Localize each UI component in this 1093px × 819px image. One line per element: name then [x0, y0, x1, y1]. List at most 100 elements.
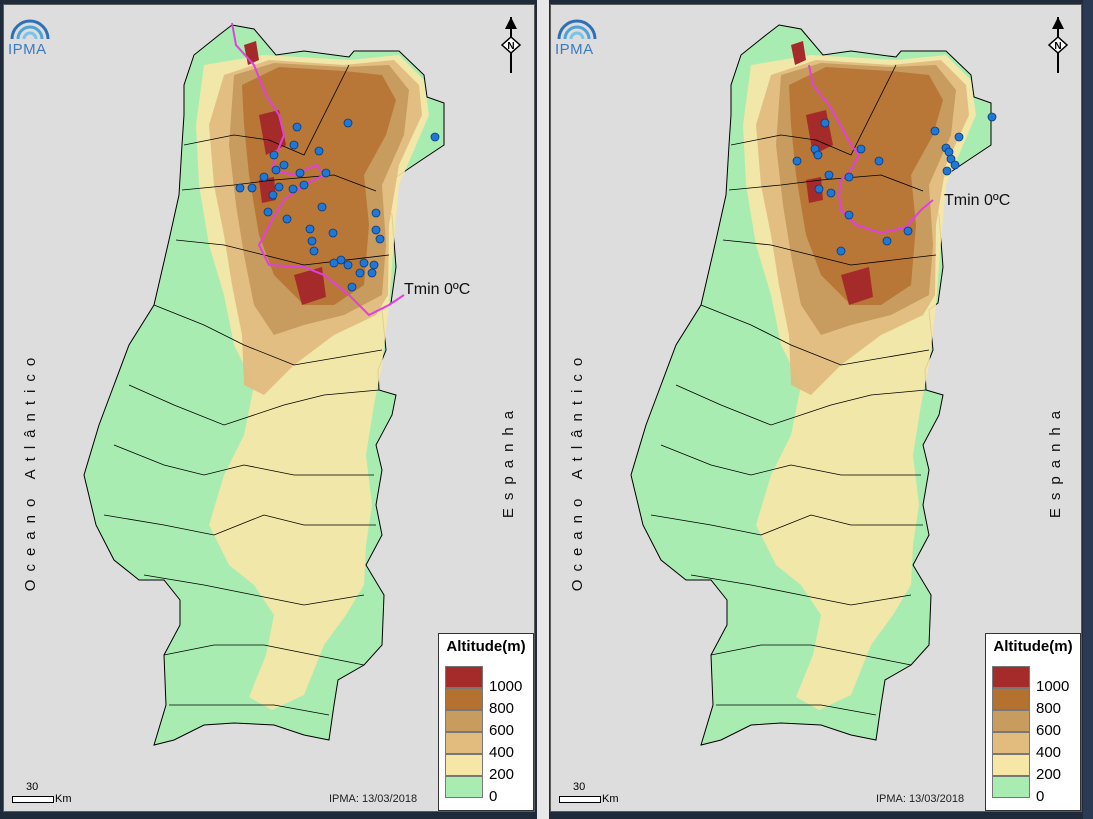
- legend-label: 600: [489, 722, 515, 739]
- legend-swatch: [445, 776, 483, 798]
- station-dot: [792, 156, 802, 166]
- station-dot: [371, 208, 381, 218]
- legend-label: 800: [489, 700, 515, 717]
- legend-label: 200: [1036, 766, 1062, 783]
- legend-swatch: [992, 666, 1030, 688]
- legend-item: 1000: [992, 666, 1076, 695]
- logo-text: IPMA: [8, 41, 47, 58]
- scale-unit: Km: [55, 793, 72, 805]
- legend-item: 1000: [445, 666, 529, 695]
- legend-label: 400: [489, 744, 515, 761]
- map-panel-right: IPMA N Oceano Atlântico Espanha Tmin 0ºC…: [550, 4, 1082, 812]
- legend-item: 0: [445, 776, 529, 805]
- station-dot: [292, 122, 302, 132]
- station-dot: [369, 260, 379, 270]
- station-dot: [820, 118, 830, 128]
- ipma-logo-icon: [555, 13, 599, 61]
- altitude-peak-2: [259, 110, 286, 155]
- portugal-altitude-map: [83, 22, 445, 746]
- gap-strip: [537, 0, 549, 819]
- station-dot: [359, 258, 369, 268]
- station-dot: [874, 156, 884, 166]
- station-dot: [814, 184, 824, 194]
- scale-bar-graphic: [559, 796, 601, 803]
- legend-item: 600: [992, 710, 1076, 739]
- altitude-peak-3: [294, 267, 326, 305]
- station-dot: [987, 112, 997, 122]
- district-borders: [650, 64, 937, 716]
- legend-swatch: [445, 710, 483, 732]
- station-dot: [343, 118, 353, 128]
- station-dot: [329, 258, 339, 268]
- station-dot: [950, 160, 960, 170]
- scale-unit: Km: [602, 793, 619, 805]
- station-dot: [305, 224, 315, 234]
- legend-item: 800: [445, 688, 529, 717]
- altitude-legend: Altitude(m) 1000 800 600 400 200 0: [985, 633, 1081, 811]
- station-dot: [371, 225, 381, 235]
- spain-label: Espanha: [1047, 402, 1065, 518]
- legend-label: 200: [489, 766, 515, 783]
- station-dot: [844, 210, 854, 220]
- north-arrow-icon: N: [500, 15, 522, 75]
- legend-item: 600: [445, 710, 529, 739]
- station-dot: [268, 190, 278, 200]
- station-dot: [307, 236, 317, 246]
- station-dot: [314, 146, 324, 156]
- legend-title: Altitude(m): [446, 638, 526, 655]
- north-arrow-icon: N: [1047, 15, 1069, 75]
- station-dot: [844, 172, 854, 182]
- legend-swatch: [992, 688, 1030, 710]
- window-edge: [1083, 0, 1093, 819]
- station-dot: [235, 183, 245, 193]
- legend-swatch: [445, 754, 483, 776]
- station-dot: [309, 246, 319, 256]
- legend-item: 200: [992, 754, 1076, 783]
- station-dot: [347, 282, 357, 292]
- credit-text: IPMA: 13/03/2018: [329, 793, 418, 805]
- station-dot: [946, 154, 956, 164]
- scale-bar: 30 Km: [559, 781, 629, 805]
- legend-label: 0: [1036, 788, 1045, 805]
- ocean-label: Oceano Atlântico: [569, 349, 587, 591]
- scale-bar-graphic: [12, 796, 54, 803]
- station-dot: [954, 132, 964, 142]
- station-dot: [247, 183, 257, 193]
- legend-swatch: [445, 732, 483, 754]
- scale-value: 30: [26, 781, 39, 793]
- station-dot: [813, 150, 823, 160]
- legend-item: 200: [445, 754, 529, 783]
- isoline-label: Tmin 0ºC: [944, 192, 1011, 209]
- legend-swatch: [445, 666, 483, 688]
- legend-label: 400: [1036, 744, 1062, 761]
- legend-label: 1000: [489, 678, 523, 695]
- legend-label: 800: [1036, 700, 1062, 717]
- ipma-logo-icon: [8, 13, 52, 61]
- station-dot: [328, 228, 338, 238]
- station-dot: [295, 168, 305, 178]
- legend-title: Altitude(m): [993, 638, 1073, 655]
- legend-swatch: [992, 732, 1030, 754]
- legend-item: 0: [992, 776, 1076, 805]
- station-dot: [274, 182, 284, 192]
- legend-swatch: [992, 754, 1030, 776]
- scale-value: 30: [573, 781, 586, 793]
- map-panel-left: IPMA N Oceano Atlântico Espanha Tmin 0ºC…: [3, 4, 535, 812]
- station-dot: [317, 202, 327, 212]
- station-dots: [235, 118, 440, 292]
- station-dots: [792, 112, 997, 256]
- station-dot: [903, 226, 913, 236]
- svg-text:N: N: [507, 41, 514, 52]
- station-dot: [942, 166, 952, 176]
- station-dot: [355, 268, 365, 278]
- altitude-peak-3: [841, 267, 873, 305]
- station-dot: [836, 246, 846, 256]
- station-dot: [279, 160, 289, 170]
- station-dot: [282, 214, 292, 224]
- station-dot: [375, 234, 385, 244]
- portugal-altitude-map: [630, 24, 997, 746]
- legend-item: 400: [445, 732, 529, 761]
- station-dot: [430, 132, 440, 142]
- logo-text: IPMA: [555, 41, 594, 58]
- svg-text:N: N: [1054, 41, 1061, 52]
